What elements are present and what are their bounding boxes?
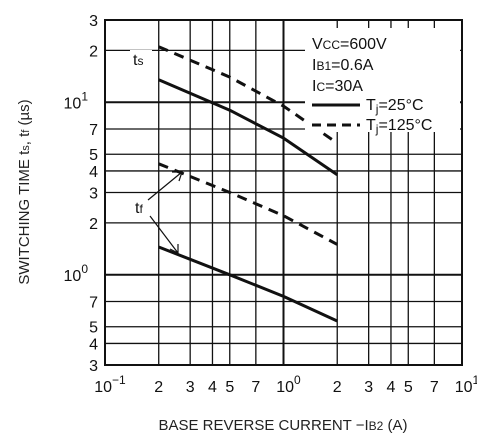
x-tick-5: 7 xyxy=(251,379,260,396)
y-tick-2: 5 xyxy=(89,320,98,337)
y-tick-10: 101 xyxy=(64,89,89,112)
legend-tj25: Tj=25°C xyxy=(366,97,424,116)
x-tick-11: 7 xyxy=(430,379,439,396)
x-tick-labels: 10−1 2 3 4 5 7 100 2 3 4 5 7 101 xyxy=(94,373,477,396)
y-axis-title: SWITCHING TIME ts, tf (µs) xyxy=(16,99,33,284)
conditions: VCC=600V IB1=0.6A IC=30A xyxy=(312,36,387,95)
y-tick-5: 2 xyxy=(89,216,98,233)
condition-ic: IC=30A xyxy=(312,78,363,95)
y-tick-11: 2 xyxy=(89,43,98,60)
y-tick-12: 3 xyxy=(89,13,98,30)
x-tick-7: 2 xyxy=(333,379,342,396)
x-tick-10: 5 xyxy=(404,379,413,396)
annotation-tf-label: tf xyxy=(135,200,143,217)
annotation-tf-leader-upper xyxy=(147,171,183,201)
x-axis-title: BASE REVERSE CURRENT −IB2 (A) xyxy=(158,417,407,434)
y-tick-8: 5 xyxy=(89,147,98,164)
x-tick-3: 4 xyxy=(208,379,217,396)
annotation-tf-arrow-upper xyxy=(172,171,183,182)
annotation-tf-arrow-lower xyxy=(169,244,179,254)
x-tick-6: 100 xyxy=(276,373,301,396)
y-tick-6: 3 xyxy=(89,186,98,203)
y-tick-3: 7 xyxy=(89,295,98,312)
x-tick-4: 5 xyxy=(225,379,234,396)
annotation-tf-leader-lower xyxy=(149,215,179,254)
annotation-ts-label: ts xyxy=(133,52,143,69)
series-tf-tj125 xyxy=(158,162,338,246)
x-tick-8: 3 xyxy=(364,379,373,396)
legend: Tj=25°C Tj=125°C xyxy=(312,97,432,136)
condition-ib1: IB1=0.6A xyxy=(312,57,374,74)
y-tick-9: 7 xyxy=(89,122,98,139)
annotation-tf: tf xyxy=(133,171,183,254)
x-tick-12: 101 xyxy=(455,373,477,396)
plot-frame xyxy=(104,19,463,366)
legend-box xyxy=(305,28,460,132)
x-tick-9: 4 xyxy=(387,379,396,396)
x-tick-1: 2 xyxy=(154,379,163,396)
y-tick-4: 100 xyxy=(64,262,89,285)
series-ts-tj25 xyxy=(158,78,339,177)
condition-vcc: VCC=600V xyxy=(312,36,387,53)
annotation-ts: ts xyxy=(130,50,152,69)
y-tick-7: 4 xyxy=(89,164,98,181)
series-tf-tj25 xyxy=(158,245,338,323)
y-tick-0: 3 xyxy=(89,358,98,375)
legend-tj125: Tj=125°C xyxy=(366,117,432,136)
x-tick-0: 10−1 xyxy=(94,373,126,396)
y-tick-1: 4 xyxy=(89,336,98,353)
series-lines xyxy=(158,45,339,323)
x-tick-2: 3 xyxy=(186,379,195,396)
